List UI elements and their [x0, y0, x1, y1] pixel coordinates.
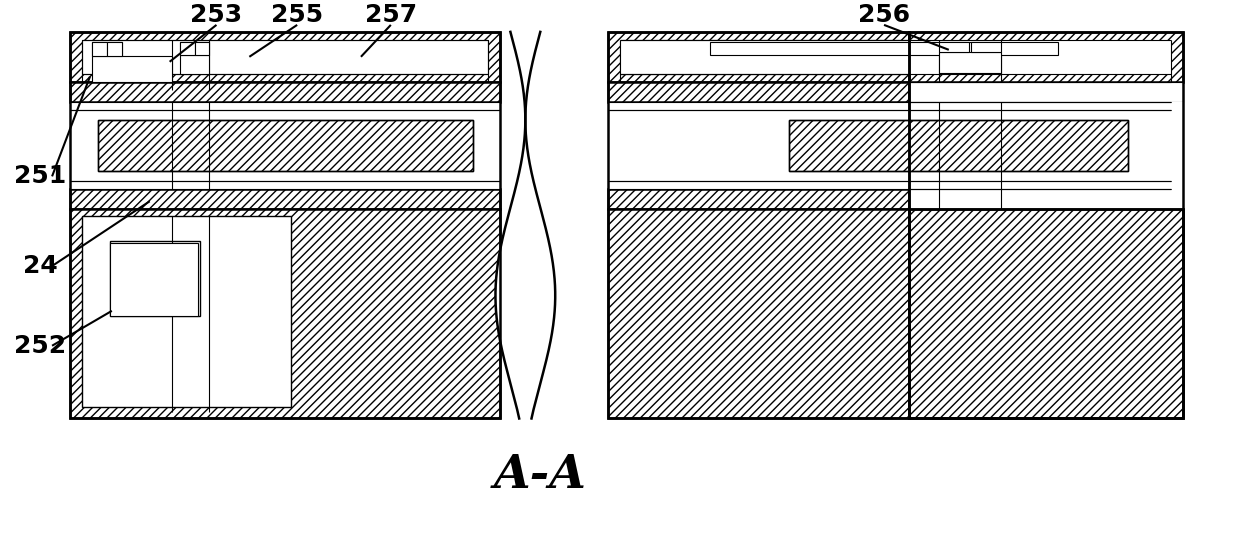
Text: 255: 255: [272, 3, 324, 27]
Bar: [92, 42, 122, 56]
Bar: [709, 42, 1059, 55]
Bar: [107, 42, 122, 56]
Bar: [69, 181, 501, 189]
Text: 251: 251: [14, 164, 66, 188]
Bar: [909, 82, 1183, 102]
Bar: [69, 32, 501, 418]
Bar: [608, 82, 909, 102]
Bar: [608, 189, 909, 209]
Bar: [608, 209, 909, 418]
Bar: [909, 209, 1183, 418]
Text: 24: 24: [22, 254, 57, 278]
Bar: [82, 40, 489, 74]
Bar: [98, 120, 472, 171]
Bar: [790, 120, 1128, 171]
Polygon shape: [496, 32, 556, 418]
Bar: [98, 120, 472, 171]
Bar: [608, 32, 909, 418]
Bar: [195, 42, 210, 55]
Bar: [909, 102, 1183, 110]
Bar: [92, 56, 171, 82]
Bar: [82, 216, 291, 406]
Text: 252: 252: [14, 334, 66, 358]
Bar: [909, 189, 1183, 209]
Bar: [790, 120, 1128, 171]
Bar: [110, 243, 197, 316]
Bar: [69, 102, 501, 110]
Text: 257: 257: [365, 3, 417, 27]
Bar: [909, 110, 1183, 181]
Bar: [971, 42, 1001, 52]
Bar: [110, 241, 200, 316]
Bar: [69, 82, 501, 102]
Bar: [69, 110, 501, 181]
Bar: [620, 40, 909, 74]
Bar: [180, 42, 210, 55]
Bar: [608, 102, 909, 110]
Bar: [608, 181, 909, 189]
Bar: [909, 32, 1183, 82]
Bar: [180, 42, 195, 55]
Bar: [69, 209, 501, 418]
Bar: [620, 40, 1171, 74]
Bar: [92, 42, 107, 56]
Bar: [909, 181, 1183, 189]
Bar: [69, 32, 501, 82]
Bar: [180, 55, 210, 74]
Bar: [608, 32, 909, 82]
Bar: [69, 189, 501, 209]
Bar: [939, 52, 1001, 72]
Text: 253: 253: [191, 3, 243, 27]
Bar: [608, 110, 909, 181]
Bar: [909, 209, 1183, 418]
Bar: [939, 42, 968, 52]
Text: A-A: A-A: [494, 452, 587, 498]
Text: 256: 256: [858, 3, 910, 27]
Bar: [909, 32, 1183, 418]
